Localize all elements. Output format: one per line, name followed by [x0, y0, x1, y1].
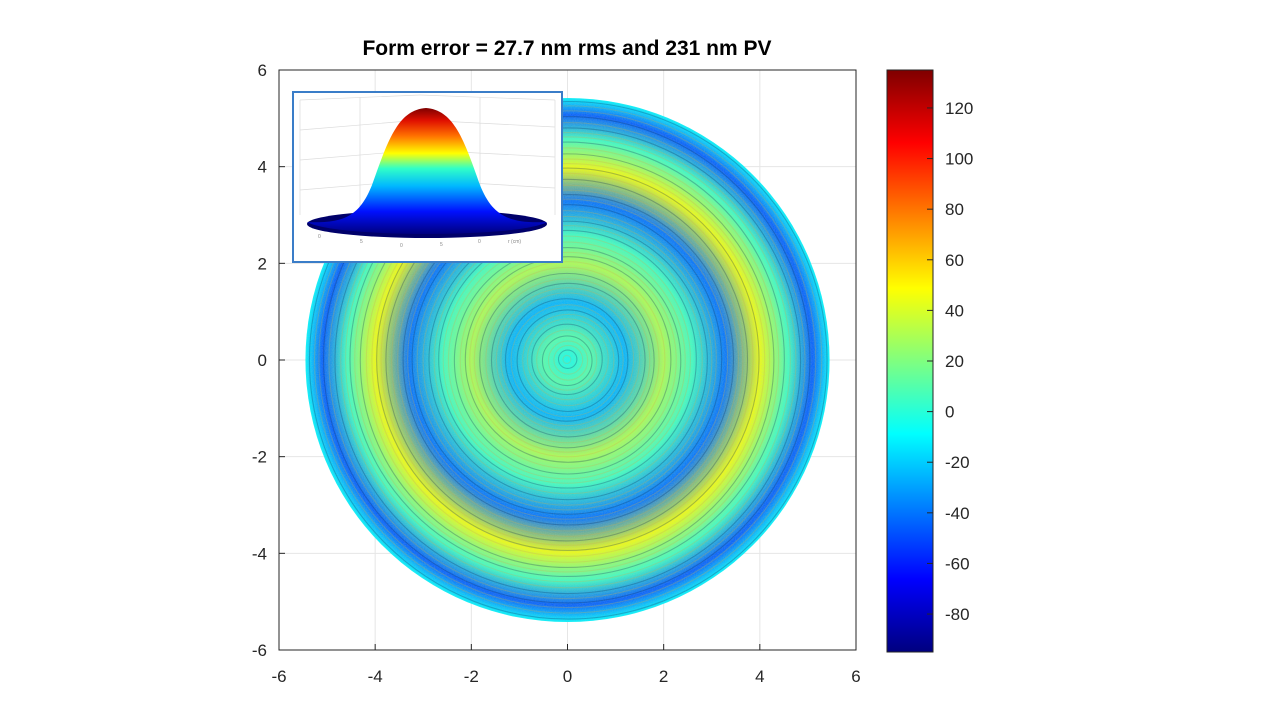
ring-line	[376, 167, 760, 552]
ring-line	[553, 344, 584, 375]
ring-line	[547, 340, 589, 381]
ring-line	[365, 158, 771, 563]
colorbar-ticks: -80 -60 -40 -20 0 20 40 60 80 100 120	[927, 99, 973, 624]
inset-3d-surface: 0 5 0 5 0 r (cm)	[292, 91, 563, 263]
ring-line	[459, 251, 677, 469]
ring-line	[422, 215, 713, 506]
colorbar-tick-label: 100	[945, 150, 973, 169]
y-tick-label: 2	[258, 254, 267, 273]
ring-line	[479, 272, 655, 449]
y-tick-label: -4	[252, 544, 267, 563]
ring-line	[340, 131, 797, 589]
ring-line	[402, 194, 735, 526]
ring-line	[447, 241, 686, 480]
x-tick-label: 0	[563, 667, 572, 686]
ring-line	[495, 287, 641, 432]
x-tick-label: -2	[464, 667, 479, 686]
inset-gaussian-bump	[307, 108, 547, 234]
colorbar-tick-label: -20	[945, 453, 970, 472]
colorbar-tick-label: 40	[945, 301, 964, 320]
ring-line	[334, 127, 802, 595]
ring-line	[322, 116, 811, 604]
x-tick-label: -4	[368, 667, 383, 686]
ring-line	[308, 100, 828, 620]
ring-line	[510, 304, 624, 418]
ring-line	[500, 292, 635, 427]
colorbar-tick-label: 20	[945, 352, 964, 371]
ring-line	[354, 147, 780, 573]
ring-line	[485, 278, 651, 444]
colorbar-tick-label: 80	[945, 200, 964, 219]
ring-line	[371, 163, 766, 557]
x-tick-label: 2	[659, 667, 668, 686]
ring-pattern	[308, 100, 828, 620]
y-tick-label: -6	[252, 641, 267, 660]
ring-line	[407, 198, 729, 520]
ring-line	[391, 184, 744, 537]
chart-title: Form error = 27.7 nm rms and 231 nm PV	[362, 37, 771, 60]
ring-line	[433, 225, 703, 495]
ring-line	[562, 354, 572, 365]
colorbar-tick-label: 0	[945, 403, 954, 422]
x-axis: -6 -4 -2 0 2 4 6	[271, 644, 861, 686]
colorbar-tick-label: 60	[945, 251, 964, 270]
ring-line	[442, 235, 691, 484]
ring-line	[416, 210, 717, 511]
y-tick-label: 6	[258, 61, 267, 80]
ring-line	[380, 172, 754, 546]
svg-text:0: 0	[400, 243, 403, 249]
ring-line	[428, 220, 708, 501]
ring-line	[464, 256, 672, 463]
ring-line	[453, 247, 682, 475]
svg-text:0: 0	[318, 234, 321, 240]
x-tick-label: 6	[851, 667, 860, 686]
ring-line	[522, 313, 615, 407]
ring-line	[349, 141, 785, 578]
ring-line	[536, 329, 598, 391]
ring-line	[557, 349, 578, 369]
ring-line	[469, 261, 666, 458]
ring-line	[526, 318, 609, 401]
svg-text:0: 0	[478, 239, 481, 245]
svg-text:5: 5	[440, 242, 443, 248]
ring-line	[473, 266, 660, 453]
colorbar-tick-label: -40	[945, 504, 970, 523]
ring-line	[313, 105, 823, 614]
y-tick-label: 0	[258, 351, 267, 370]
ring-line	[328, 122, 806, 600]
ring-line	[531, 323, 603, 396]
ring-line	[411, 204, 723, 515]
ring-line	[541, 335, 593, 387]
inset-grid-walls	[299, 94, 556, 215]
ring-line	[504, 298, 629, 422]
ring-line	[385, 178, 749, 542]
ring-line	[438, 229, 697, 489]
x-tick-label: -6	[271, 667, 286, 686]
inset-axis-ticks: 0 5 0 5 0 r (cm)	[318, 234, 521, 249]
y-tick-label: 4	[258, 158, 267, 177]
colorbar-tick-label: -80	[945, 605, 970, 624]
colorbar-tick-label: -60	[945, 554, 970, 573]
svg-text:r (cm): r (cm)	[508, 239, 521, 245]
colorbar-tick-label: 120	[945, 99, 973, 118]
x-tick-label: 4	[755, 667, 764, 686]
ring-line	[359, 153, 775, 569]
y-axis: -6 -4 -2 0 2 4 6	[252, 61, 285, 660]
ring-line	[490, 282, 646, 438]
colorbar: -80 -60 -40 -20 0 20 40 60 80 100 120	[886, 69, 973, 653]
colorbar-gradient	[886, 69, 934, 653]
ring-line	[516, 309, 620, 413]
svg-text:5: 5	[360, 239, 363, 245]
y-tick-label: -2	[252, 448, 267, 467]
ring-line	[345, 136, 791, 583]
ring-line	[318, 110, 817, 609]
ring-line	[397, 189, 739, 532]
